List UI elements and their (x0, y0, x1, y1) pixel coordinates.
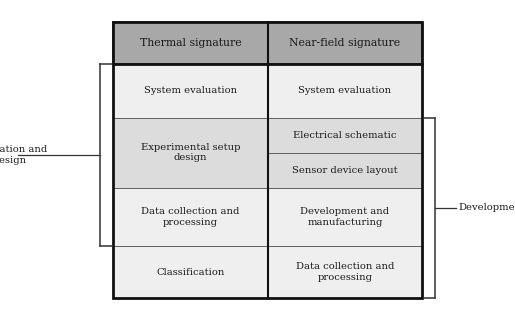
Bar (113, 22, 268, 64)
Bar (113, 188, 268, 246)
Text: Development: Development (458, 203, 515, 212)
Text: System evaluation: System evaluation (299, 86, 391, 95)
Text: Thermal signature: Thermal signature (140, 38, 242, 48)
Bar (113, 22, 422, 298)
Bar (268, 22, 422, 64)
Bar (268, 118, 422, 153)
Bar (113, 118, 268, 188)
Text: Development and
manufacturing: Development and manufacturing (300, 207, 390, 227)
Text: Sensor device layout: Sensor device layout (292, 166, 398, 175)
Text: Evaluation and
Design: Evaluation and Design (0, 145, 47, 165)
Bar (113, 246, 268, 298)
Bar (268, 64, 422, 118)
Bar (268, 188, 422, 246)
Bar (268, 246, 422, 298)
Text: Near-field signature: Near-field signature (289, 38, 401, 48)
Text: Classification: Classification (157, 268, 225, 277)
Text: System evaluation: System evaluation (144, 86, 237, 95)
Text: Experimental setup
design: Experimental setup design (141, 143, 241, 162)
Text: Data collection and
processing: Data collection and processing (296, 262, 394, 282)
Text: Data collection and
processing: Data collection and processing (141, 207, 240, 227)
Bar (113, 64, 268, 118)
Bar (268, 153, 422, 188)
Text: Electrical schematic: Electrical schematic (294, 131, 397, 140)
